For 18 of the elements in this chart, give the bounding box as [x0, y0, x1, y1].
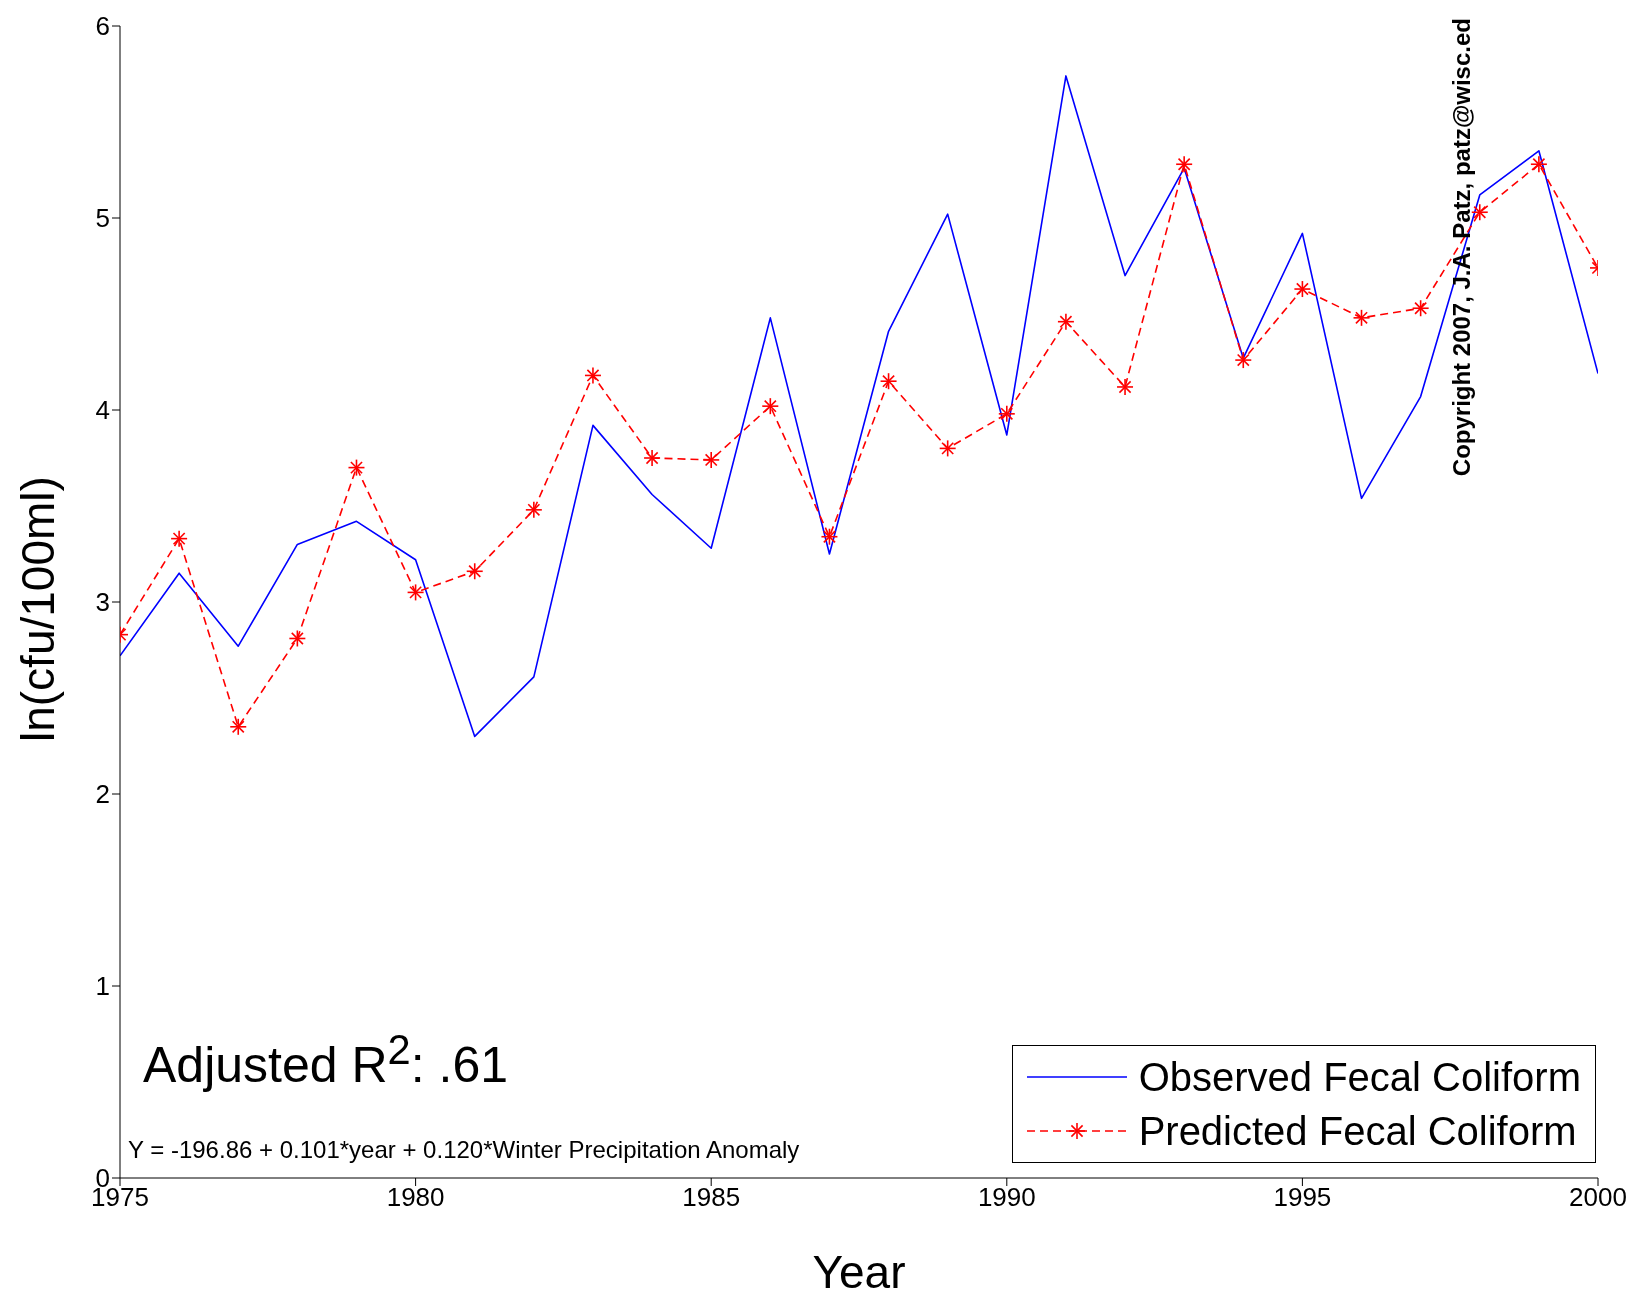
y-axis-title: ln(cfu/100ml)	[12, 476, 65, 742]
x-tick-label: 1990	[977, 1182, 1036, 1213]
x-tick-label: 1980	[386, 1182, 445, 1213]
annotation: Y = -196.86 + 0.101*year + 0.120*Winter Precipitation Anomaly	[128, 1136, 800, 1164]
y-tick-label: 1	[95, 971, 110, 1002]
legend-label: Predicted Fecal Coliform	[1138, 1108, 1577, 1154]
x-tick-label: 2000	[1569, 1182, 1627, 1213]
legend-label: Observed Fecal Coliform	[1138, 1054, 1581, 1100]
y-tick-label: 3	[95, 587, 110, 618]
x-axis-title: Year	[812, 1246, 906, 1294]
x-tick-label: 1995	[1273, 1182, 1332, 1213]
y-tick-label: 4	[95, 395, 110, 426]
annotation: Adjusted R$^{2}$: .61	[143, 1026, 509, 1094]
annotation: Copyright 2007, J.A. Patz, patz@wisc.ed	[1448, 18, 1476, 477]
x-tick-label: 1985	[682, 1182, 741, 1213]
y-tick-label: 6	[95, 11, 110, 42]
y-tick-label: 5	[95, 203, 110, 234]
y-tick-label: 2	[95, 779, 110, 810]
